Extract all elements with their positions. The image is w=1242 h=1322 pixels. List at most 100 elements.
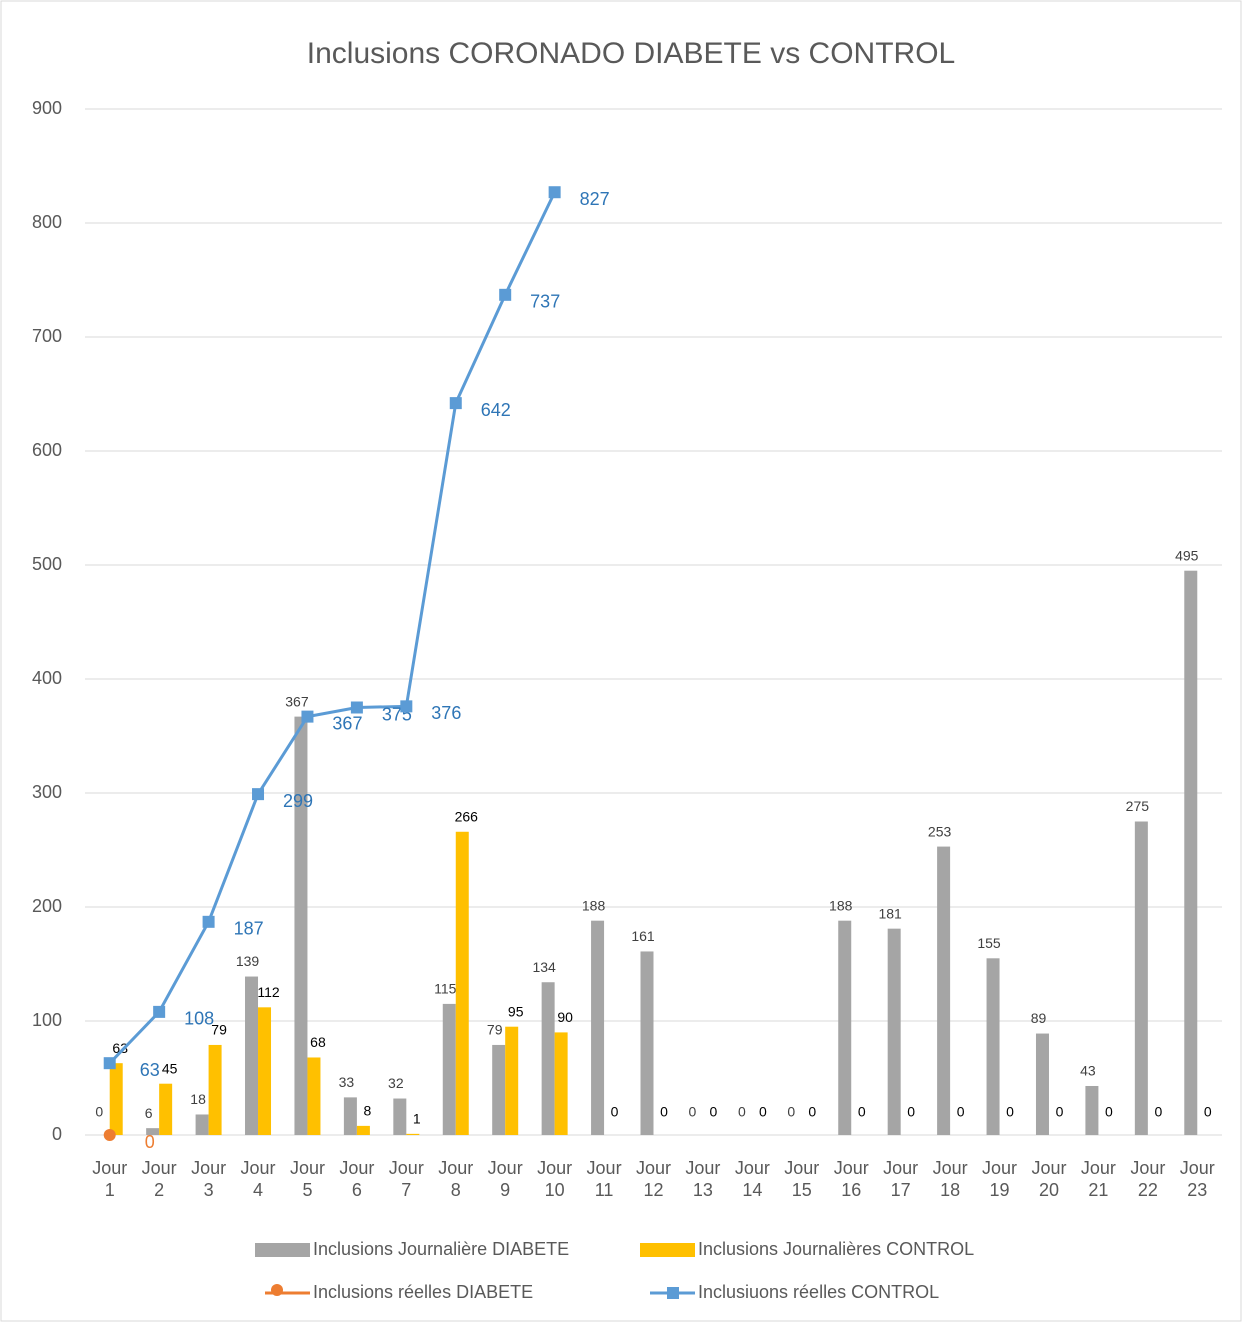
bar bbox=[258, 1007, 272, 1135]
y-tick-label: 400 bbox=[32, 668, 62, 688]
data-label: 0 bbox=[957, 1104, 965, 1120]
x-tick-label: Jour 14 bbox=[734, 1158, 770, 1200]
data-label: 0 bbox=[710, 1104, 718, 1120]
y-tick-label: 0 bbox=[52, 1124, 62, 1144]
bar bbox=[393, 1098, 407, 1135]
bar bbox=[159, 1083, 173, 1135]
bar bbox=[442, 1003, 456, 1135]
data-label: 0 bbox=[759, 1104, 767, 1120]
marker bbox=[400, 700, 413, 713]
data-label: 0 bbox=[1204, 1104, 1212, 1120]
marker bbox=[449, 397, 462, 410]
data-label: 188 bbox=[829, 897, 853, 913]
x-tick-label: Jour 3 bbox=[191, 1158, 227, 1200]
y-tick-label: 600 bbox=[32, 440, 62, 460]
data-label: 134 bbox=[532, 959, 556, 975]
bar bbox=[343, 1097, 357, 1135]
bar bbox=[887, 928, 901, 1135]
data-label: 0 bbox=[95, 1104, 103, 1120]
bar bbox=[356, 1125, 370, 1135]
x-tick-label: Jour 2 bbox=[141, 1158, 177, 1200]
x-tick-label: Jour 6 bbox=[339, 1158, 375, 1200]
bar bbox=[937, 846, 951, 1135]
y-tick-label: 300 bbox=[32, 782, 62, 802]
data-label: 827 bbox=[580, 189, 610, 209]
x-tick-label: Jour 22 bbox=[1130, 1158, 1166, 1200]
data-label: 68 bbox=[310, 1034, 326, 1050]
data-label: 0 bbox=[689, 1104, 697, 1120]
data-label: 112 bbox=[257, 984, 280, 1000]
bar bbox=[406, 1133, 420, 1135]
data-label: 367 bbox=[332, 713, 362, 733]
x-tick-label: Jour 5 bbox=[289, 1158, 325, 1200]
x-tick-label: Jour 9 bbox=[487, 1158, 523, 1200]
data-label: 0 bbox=[660, 1104, 668, 1120]
data-label: 43 bbox=[1080, 1063, 1096, 1079]
legend-swatch bbox=[255, 1243, 310, 1257]
data-label: 18 bbox=[190, 1091, 206, 1107]
bar bbox=[505, 1026, 519, 1135]
bar bbox=[554, 1032, 568, 1135]
bar bbox=[838, 920, 852, 1135]
y-tick-label: 800 bbox=[32, 212, 62, 232]
chart-title: Inclusions CORONADO DIABETE vs CONTROL bbox=[307, 37, 955, 70]
data-label: 0 bbox=[611, 1104, 619, 1120]
y-tick-label: 100 bbox=[32, 1010, 62, 1030]
bar bbox=[1085, 1085, 1099, 1135]
bar bbox=[208, 1044, 222, 1135]
data-label: 0 bbox=[808, 1104, 816, 1120]
data-label: 0 bbox=[1154, 1104, 1162, 1120]
bar bbox=[492, 1044, 506, 1135]
x-tick-label: Jour 16 bbox=[833, 1158, 869, 1200]
x-tick-label: Jour 19 bbox=[982, 1158, 1018, 1200]
x-tick-label: Jour 10 bbox=[537, 1158, 573, 1200]
legend-label: Inclusions réelles DIABETE bbox=[313, 1282, 533, 1302]
data-label: 376 bbox=[431, 703, 461, 723]
data-label: 155 bbox=[977, 935, 1001, 951]
bar bbox=[1035, 1033, 1049, 1135]
legend-label: Inclusions Journalière DIABETE bbox=[313, 1239, 569, 1259]
data-label: 8 bbox=[363, 1103, 371, 1119]
marker bbox=[103, 1057, 116, 1070]
data-label: 0 bbox=[1105, 1104, 1113, 1120]
y-tick-label: 200 bbox=[32, 896, 62, 916]
data-label: 0 bbox=[738, 1104, 746, 1120]
data-label: 495 bbox=[1175, 547, 1199, 563]
bar bbox=[195, 1114, 209, 1135]
x-tick-label: Jour 20 bbox=[1031, 1158, 1067, 1200]
data-label: 0 bbox=[1006, 1104, 1014, 1120]
marker bbox=[350, 701, 363, 714]
data-label: 115 bbox=[434, 981, 457, 997]
bar bbox=[109, 1063, 123, 1135]
legend-marker bbox=[667, 1287, 679, 1299]
bar bbox=[986, 958, 1000, 1135]
x-tick-label: Jour 15 bbox=[784, 1158, 820, 1200]
data-label: 275 bbox=[1126, 798, 1150, 814]
data-label: 79 bbox=[487, 1022, 503, 1038]
x-tick-label: Jour 18 bbox=[932, 1158, 968, 1200]
data-label: 187 bbox=[234, 919, 264, 939]
x-tick-label: Jour 11 bbox=[586, 1158, 622, 1200]
x-tick-label: Jour 7 bbox=[388, 1158, 424, 1200]
legend-label: Inclusions Journalières CONTROL bbox=[698, 1239, 974, 1259]
data-label: 0 bbox=[787, 1104, 795, 1120]
legend-label: Inclusiuons réelles CONTROL bbox=[698, 1282, 939, 1302]
data-label: 33 bbox=[339, 1074, 355, 1090]
data-label: 0 bbox=[145, 1132, 155, 1152]
x-tick-label: Jour 21 bbox=[1080, 1158, 1116, 1200]
x-tick-label: Jour 1 bbox=[92, 1158, 128, 1200]
y-tick-label: 900 bbox=[32, 98, 62, 118]
data-label: 45 bbox=[162, 1060, 178, 1076]
data-label: 6 bbox=[145, 1105, 153, 1121]
x-tick-label: Jour 12 bbox=[635, 1158, 671, 1200]
bar bbox=[455, 831, 469, 1135]
bar bbox=[294, 716, 308, 1135]
marker bbox=[499, 288, 512, 301]
data-label: 95 bbox=[508, 1003, 524, 1019]
data-label: 0 bbox=[1056, 1104, 1064, 1120]
y-tick-label: 700 bbox=[32, 326, 62, 346]
bar bbox=[640, 951, 654, 1135]
bar bbox=[307, 1057, 321, 1135]
data-label: 188 bbox=[582, 897, 606, 913]
